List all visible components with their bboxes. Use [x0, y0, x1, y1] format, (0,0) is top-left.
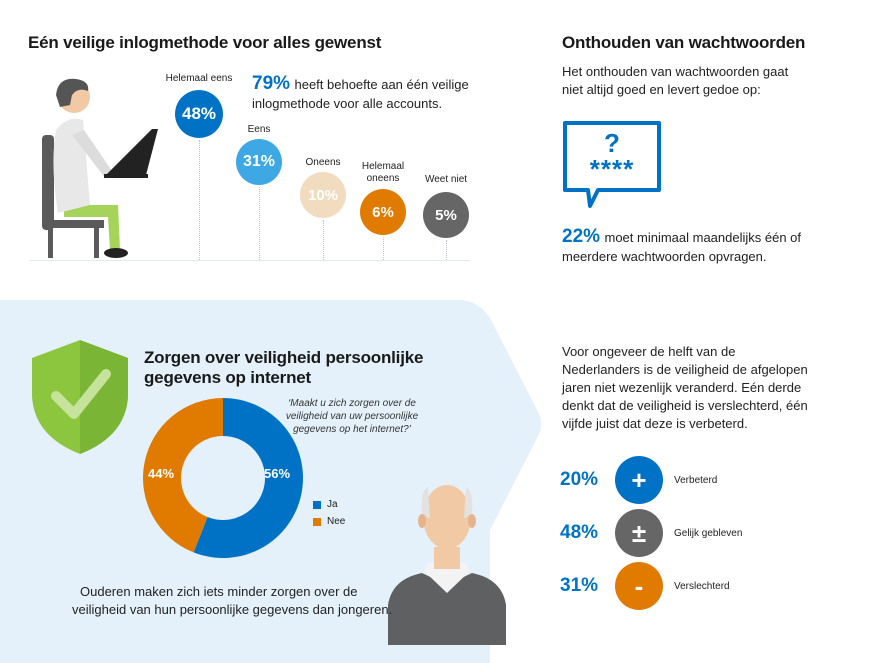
pct-verbeterd: 20%: [560, 469, 599, 490]
donut-label-ja: 56%: [264, 466, 291, 481]
legend-label-nee: Nee: [327, 516, 346, 527]
section4-text-1: Voor ongeveer de helft van de: [562, 344, 736, 359]
bubble-stem: [383, 237, 384, 260]
section4-text-5: vijfde juist dat deze is verbeterd.: [562, 416, 748, 431]
password-stars: ****: [589, 154, 635, 184]
section4-text-2: Nederlanders is de veiligheid de afgelop…: [562, 362, 808, 377]
label-verslechterd: Verslechterd: [674, 581, 730, 592]
question-1: ‘Maakt u zich zorgen over de: [288, 398, 416, 409]
bubble-6: 6%: [360, 189, 406, 235]
highlight-pct: 79%: [252, 73, 291, 94]
plus-icon: +: [615, 456, 663, 504]
section3-footer-2: veiligheid van hun persoonlijke gegevens…: [72, 602, 393, 617]
legend-swatch-nee: [313, 518, 321, 526]
bubble-stem: [323, 220, 324, 260]
donut-chart: [142, 398, 303, 558]
section1-highlight: 79% heeft behoefte aan één veilige inlog…: [252, 73, 482, 113]
question-mark: ?: [604, 128, 620, 158]
section3-title-2: gegevens op internet: [144, 368, 311, 387]
legend-swatch-ja: [313, 501, 321, 509]
bubble-label-helemaal-eens: Helemaal eens: [165, 73, 233, 84]
stat-text-1: moet minimaal maandelijks één of: [604, 230, 802, 245]
bubble-5: 5%: [423, 192, 469, 238]
bubble-31: 31%: [236, 139, 282, 185]
bubble-10: 10%: [300, 172, 346, 218]
person-at-laptop-icon: [42, 78, 158, 258]
baseline: [30, 260, 470, 261]
bubble-label-weet-niet: Weet niet: [424, 174, 468, 185]
section2-title: Onthouden van wachtwoorden: [562, 33, 806, 52]
label-verbeterd: Verbeterd: [674, 475, 718, 486]
stat-text-2: meerdere wachtwoorden opvragen.: [562, 249, 767, 264]
section2-intro-2: niet altijd goed en levert gedoe op:: [562, 82, 761, 97]
highlight-text-1: heeft behoefte aan één veilige: [294, 77, 469, 92]
section2-intro-1: Het onthouden van wachtwoorden gaat: [562, 64, 789, 79]
bubble-stem: [259, 187, 260, 260]
bubble-stem: [446, 240, 447, 260]
section4-text-3: jaren niet wezenlijk veranderd. Eén derd…: [562, 380, 802, 395]
minus-icon: -: [615, 562, 663, 610]
elderly-man-icon: [388, 485, 506, 645]
bubble-label-oneens: Oneens: [305, 157, 341, 168]
label-gelijk-gebleven: Gelijk gebleven: [674, 528, 743, 539]
question-2: veiligheid van uw persoonlijke: [285, 411, 419, 422]
plus-minus-icon: ±: [615, 509, 663, 557]
highlight-text-2: inlogmethode voor alle accounts.: [252, 96, 443, 111]
shield-check-icon: [32, 340, 128, 454]
donut-label-nee: 44%: [148, 466, 175, 481]
section3-footer-1: Ouderen maken zich iets minder zorgen ov…: [80, 584, 358, 599]
stat-pct: 22%: [562, 226, 601, 247]
legend-label-ja: Ja: [327, 499, 338, 510]
bubble-label-eens: Eens: [247, 124, 271, 135]
question-3: gegevens op het internet?’: [293, 424, 411, 435]
section3-title-1: Zorgen over veiligheid persoonlijke: [144, 348, 424, 367]
survey-question: ‘Maakt u zich zorgen over de veiligheid …: [272, 397, 432, 436]
speech-bubble-password-icon: ? ****: [562, 120, 662, 210]
section2-stat: 22% moet minimaal maandelijks één of mee…: [562, 226, 862, 266]
pct-gelijk-gebleven: 48%: [560, 522, 599, 543]
section1-title: Eén veilige inlogmethode voor alles gewe…: [28, 33, 382, 52]
donut-slice-nee: [142, 398, 223, 553]
bubble-48: 48%: [175, 90, 223, 138]
pct-verslechterd: 31%: [560, 575, 599, 596]
donut-slice-ja: [193, 398, 303, 558]
section4-text-4: denkt dat de veiligheid is verslechterd,…: [562, 398, 808, 413]
bubble-stem: [199, 140, 200, 260]
bubble-label-helemaal-oneens: Helemaal oneens: [361, 161, 405, 184]
section4-text: Voor ongeveer de helft van de Nederlande…: [562, 343, 862, 433]
section3-title: Zorgen over veiligheid persoonlijke gege…: [144, 348, 423, 388]
